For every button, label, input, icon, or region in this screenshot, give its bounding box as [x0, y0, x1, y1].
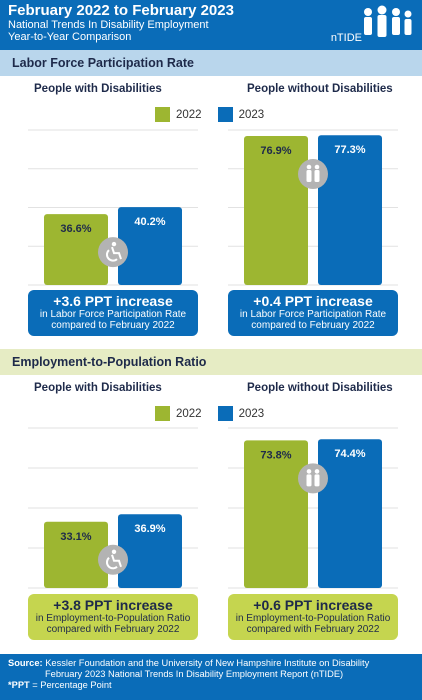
callout-line2: compared to February 2022: [51, 320, 175, 331]
ntide-logo: nTIDE: [294, 4, 414, 46]
chart-epop-without: 73.8% 74.4%: [228, 427, 398, 589]
chart-lfpr-with: 36.6% 40.2%: [28, 129, 198, 286]
bar-2023: [318, 135, 382, 285]
accessibility-icon-body: [111, 246, 122, 260]
accessibility-icon-body: [111, 554, 122, 568]
callout-headline: +0.4 PPT increase: [253, 293, 373, 309]
callout-line1: in Labor Force Participation Rate: [39, 309, 187, 320]
bar-2022: [244, 136, 308, 285]
logo-text: nTIDE: [330, 32, 362, 44]
header: February 2022 to February 2023 National …: [0, 0, 422, 50]
legend: 2022 2023: [155, 107, 280, 122]
person-icon-head: [314, 469, 320, 474]
source-label: Source:: [8, 658, 43, 668]
note-text: = Percentage Point: [29, 680, 112, 690]
header-subtitle: National Trends In Disability Employment: [8, 19, 209, 31]
person-icon-head: [306, 164, 312, 170]
callout-epop-with: +3.8 PPT increase in Employment-to-Popul…: [28, 594, 198, 640]
section-title-epop: Employment-to-Population Ratio: [0, 349, 422, 375]
bar-label-2023: 40.2%: [134, 216, 165, 228]
people-logo-icon: [364, 5, 412, 37]
accessibility-icon-head: [111, 549, 117, 554]
subtitle-with-disabilities: People with Disabilities: [34, 382, 162, 394]
legend-swatch-2023: [217, 406, 233, 421]
bar-label-2023: 36.9%: [134, 523, 165, 535]
subtitle-without-disabilities: People without Disabilities: [247, 83, 393, 95]
bar-label-2023: 77.3%: [334, 144, 365, 156]
legend-label-2023: 2023: [238, 108, 265, 121]
bar-label-2022: 73.8%: [260, 449, 291, 461]
bar-2022: [44, 214, 108, 285]
bar-label-2023: 74.4%: [334, 448, 365, 460]
legend-label-2022: 2022: [176, 407, 202, 420]
callout-epop-without: +0.6 PPT increase in Employment-to-Popul…: [228, 594, 398, 640]
callout-line1: in Employment-to-Population Ratio: [35, 613, 191, 624]
accessibility-icon-wheel: [106, 249, 118, 262]
bar-label-2022: 33.1%: [60, 531, 91, 543]
callout-line1: in Labor Force Participation Rate: [239, 309, 387, 320]
callout-line2: compared with February 2022: [46, 624, 180, 635]
chart-epop-with: 33.1% 36.9%: [28, 427, 198, 589]
note-label: *PPT: [8, 680, 30, 690]
bar-2023: [118, 207, 182, 285]
bar-2023: [118, 514, 182, 588]
legend-item-2023: 2023: [217, 107, 265, 122]
person-icon-body: [314, 474, 320, 487]
people-icon: [298, 463, 328, 494]
legend-swatch-2022: [155, 406, 170, 421]
section-title-lfpr: Labor Force Participation Rate: [0, 50, 422, 76]
person-icon-body: [306, 474, 312, 487]
footer: Source: Kessler Foundation and the Unive…: [0, 654, 422, 700]
legend-item-2023: 2023: [217, 406, 265, 421]
callout-line1: in Employment-to-Population Ratio: [235, 613, 391, 624]
accessibility-icon-head: [111, 241, 117, 247]
legend: 2022 2023: [155, 406, 280, 421]
legend-item-2022: 2022: [155, 406, 202, 421]
chart-lfpr-without: 76.9% 77.3%: [228, 129, 398, 286]
callout-line2: compared with February 2022: [246, 624, 380, 635]
people-icon: [298, 159, 328, 190]
person-icon-head: [314, 164, 320, 170]
callout-line2: compared to February 2022: [251, 320, 375, 331]
person-icon-body: [306, 170, 312, 183]
legend-swatch-2023: [217, 107, 233, 122]
legend-swatch-2022: [155, 107, 170, 122]
bar-2023: [318, 439, 382, 588]
person-icon-head: [306, 469, 312, 474]
legend-item-2022: 2022: [155, 107, 202, 122]
bar-label-2022: 36.6%: [60, 223, 91, 235]
callout-headline: +3.6 PPT increase: [53, 293, 173, 309]
bar-2022: [44, 521, 108, 588]
person-icon-body: [314, 170, 320, 183]
callout-lfpr-without: +0.4 PPT increase in Labor Force Partici…: [228, 290, 398, 336]
callout-headline: +3.8 PPT increase: [53, 597, 173, 613]
bar-2022: [244, 440, 308, 588]
legend-label-2022: 2022: [176, 108, 202, 121]
legend-label-2023: 2023: [238, 407, 265, 420]
source-line1: Kessler Foundation and the University of…: [45, 658, 370, 668]
bar-label-2022: 76.9%: [260, 145, 291, 157]
header-title: February 2022 to February 2023: [8, 2, 234, 19]
source-line2: February 2023 National Trends In Disabil…: [45, 669, 344, 679]
callout-lfpr-with: +3.6 PPT increase in Labor Force Partici…: [28, 290, 198, 336]
subtitle-without-disabilities: People without Disabilities: [247, 382, 393, 394]
subtitle-with-disabilities: People with Disabilities: [34, 83, 162, 95]
header-subtitle-2: Year-to-Year Comparison: [8, 31, 132, 43]
callout-headline: +0.6 PPT increase: [253, 597, 373, 613]
accessibility-icon-wheel: [106, 557, 118, 570]
